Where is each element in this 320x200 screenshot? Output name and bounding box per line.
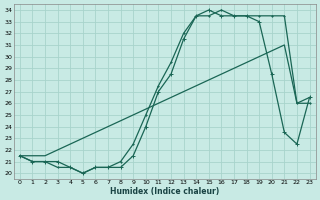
X-axis label: Humidex (Indice chaleur): Humidex (Indice chaleur)	[110, 187, 219, 196]
